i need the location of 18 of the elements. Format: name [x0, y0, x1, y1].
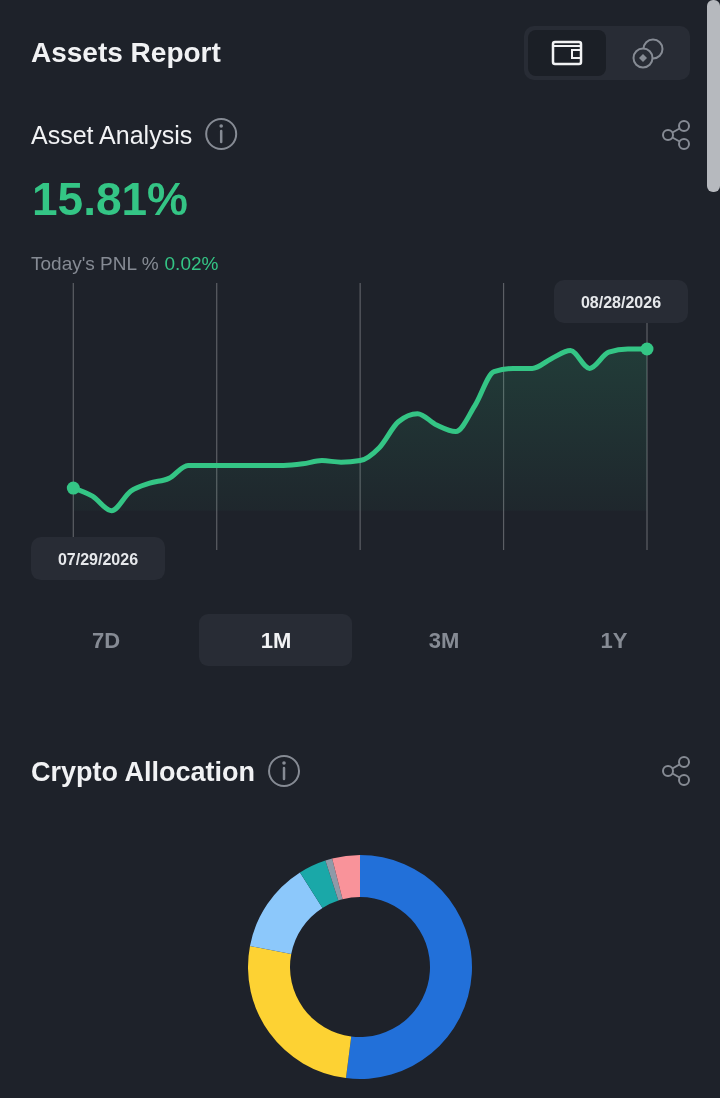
donut-slice	[299, 860, 339, 908]
text: 1Y	[600, 628, 628, 653]
chart-subtitle: 15.81%	[32, 173, 189, 225]
text: 07/29/2026	[57, 551, 139, 569]
donut-slice	[345, 855, 472, 1079]
text: 0.02%	[164, 253, 219, 274]
donut-slice	[325, 858, 343, 901]
text: Assets Report	[31, 37, 221, 68]
donut-slice	[332, 855, 360, 900]
text: 3M	[428, 628, 460, 653]
chart-title: Asset Analysis	[31, 121, 193, 149]
text: 1M	[260, 628, 292, 653]
donut-slice	[249, 872, 323, 954]
donut-slice	[248, 946, 352, 1079]
text: Today's PNL %	[31, 253, 159, 274]
chart-title: Crypto Allocation	[31, 757, 256, 787]
text: 08/28/2026	[580, 294, 662, 311]
text: 7D	[91, 628, 121, 653]
